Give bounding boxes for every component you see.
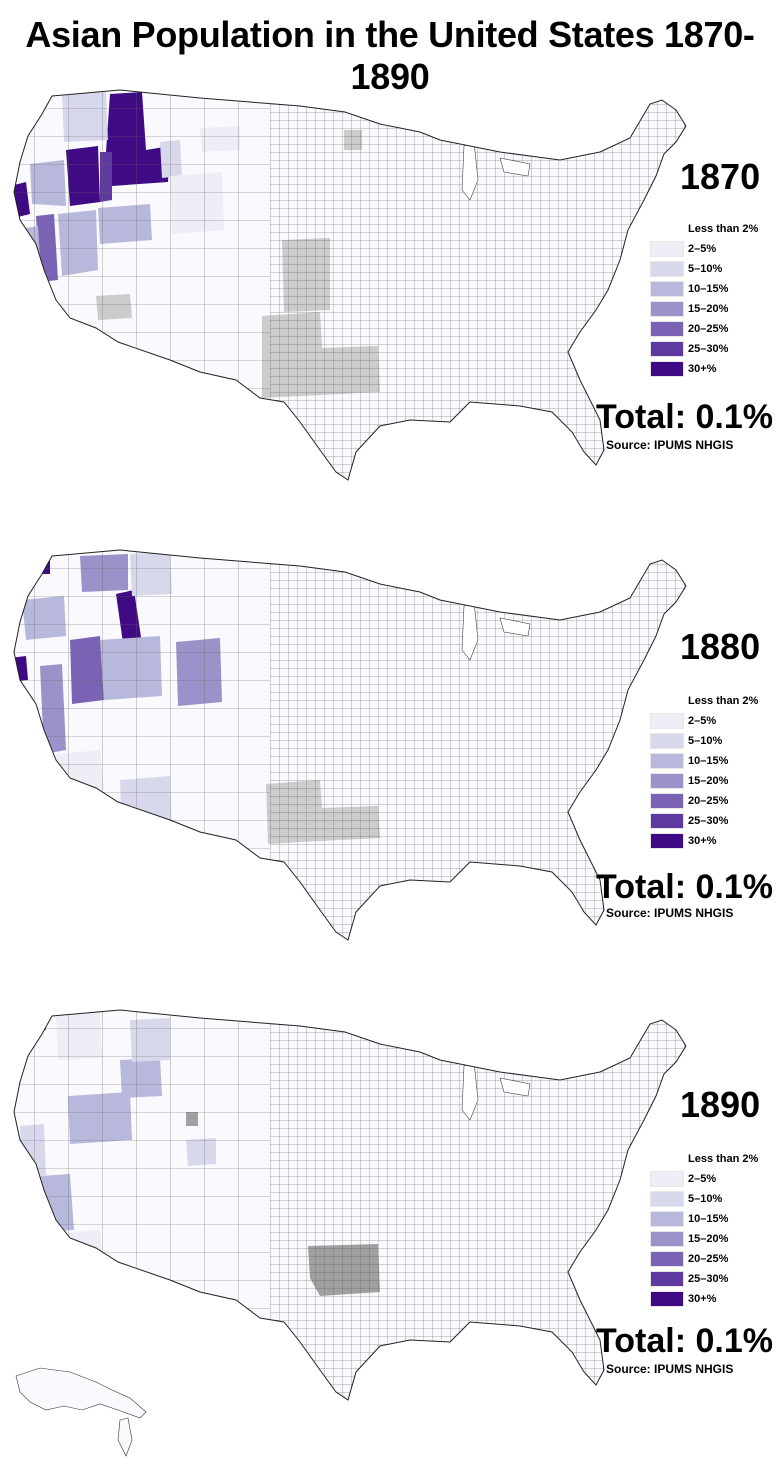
total-percentage: Total: 0.1% xyxy=(596,1322,773,1360)
legend-item: 10–15% xyxy=(650,752,775,770)
legend-label: 10–15% xyxy=(688,1213,729,1225)
map-title: Asian Population in the United States 18… xyxy=(25,14,755,97)
map-panel-1890: 1890 Less than 2% 2–5% 5–10% 10–15% 15–20% 20… xyxy=(0,1000,780,1470)
legend-item: 20–25% xyxy=(650,792,775,810)
legend-label: Less than 2% xyxy=(688,1153,759,1165)
legend-item: 2–5% xyxy=(650,712,775,730)
legend-item: 20–25% xyxy=(650,320,775,338)
us-border xyxy=(13,1009,687,1401)
total-percentage: Total: 0.1% xyxy=(596,868,773,906)
legend-item: 10–15% xyxy=(650,1210,775,1228)
legend-label: 30+% xyxy=(688,835,717,847)
legend: Less than 2% 2–5% 5–10% 10–15% 15–20% 20–25% 2… xyxy=(650,1150,775,1310)
legend-label: 25–30% xyxy=(688,1273,729,1285)
legend-label: 5–10% xyxy=(688,735,723,747)
great-lakes xyxy=(461,141,531,201)
legend-item: 5–10% xyxy=(650,732,775,750)
legend-swatch xyxy=(650,753,684,769)
legend-swatch xyxy=(650,773,684,789)
panel-year: 1890 xyxy=(680,1084,761,1125)
legend-item: 5–10% xyxy=(650,260,775,278)
legend-item: Less than 2% xyxy=(650,692,775,710)
source-credit: Source: IPUMS NHGIS xyxy=(606,906,734,920)
legend-label: Less than 2% xyxy=(688,223,759,235)
panel-year: 1880 xyxy=(680,626,761,667)
legend-label: 25–30% xyxy=(688,815,729,827)
us-border xyxy=(13,89,687,481)
legend-item: 2–5% xyxy=(650,240,775,258)
shaded-county-region xyxy=(34,1012,46,1030)
legend: Less than 2% 2–5% 5–10% 10–15% 15–20% 20–25% 2… xyxy=(650,692,775,852)
legend-label: 15–20% xyxy=(688,1233,729,1245)
legend-swatch xyxy=(650,241,684,257)
shaded-county-region xyxy=(30,748,48,792)
legend-swatch xyxy=(650,713,684,729)
legend-swatch xyxy=(650,1231,684,1247)
legend-swatch xyxy=(650,281,684,297)
legend-item: 20–25% xyxy=(650,1250,775,1268)
county-boundaries-west xyxy=(14,90,270,480)
legend-item: 30+% xyxy=(650,1290,775,1308)
legend-label: 2–5% xyxy=(688,715,717,727)
legend-item: 25–30% xyxy=(650,1270,775,1288)
legend-label: 20–25% xyxy=(688,1253,729,1265)
legend: Less than 2% 2–5% 5–10% 10–15% 15–20% 20–25% 2… xyxy=(650,220,775,380)
source-credit: Source: IPUMS NHGIS xyxy=(606,438,734,452)
total-percentage: Total: 0.1% xyxy=(596,398,773,436)
legend-item: Less than 2% xyxy=(650,220,775,238)
us-county-map-1870 xyxy=(13,89,687,481)
legend-item: 10–15% xyxy=(650,280,775,298)
legend-swatch xyxy=(650,813,684,829)
legend-swatch xyxy=(650,1291,684,1307)
us-county-map-1890 xyxy=(13,1009,687,1457)
county-boundaries-west xyxy=(14,550,270,940)
legend-label: 5–10% xyxy=(688,263,723,275)
panel-year: 1870 xyxy=(680,156,761,197)
legend-swatch xyxy=(650,793,684,809)
legend-swatch xyxy=(650,341,684,357)
legend-label: 5–10% xyxy=(688,1193,723,1205)
legend-item: 30+% xyxy=(650,360,775,378)
legend-item: Less than 2% xyxy=(650,1150,775,1168)
us-county-map-1880 xyxy=(13,549,687,941)
source-credit: Source: IPUMS NHGIS xyxy=(606,1362,734,1376)
legend-item: 15–20% xyxy=(650,300,775,318)
map-panel-1870: 1870 Less than 2% 2–5% 5–10% 10–15% 15–20% 20… xyxy=(0,80,780,550)
legend-swatch xyxy=(650,321,684,337)
alaska-inset xyxy=(15,1367,147,1457)
legend-label: 20–25% xyxy=(688,795,729,807)
legend-label: 20–25% xyxy=(688,323,729,335)
legend-swatch xyxy=(650,361,684,377)
legend-swatch xyxy=(650,261,684,277)
legend-item: 15–20% xyxy=(650,1230,775,1248)
legend-item: 2–5% xyxy=(650,1170,775,1188)
us-border xyxy=(13,549,687,941)
legend-label: 10–15% xyxy=(688,283,729,295)
legend-swatch xyxy=(650,733,684,749)
legend-label: 30+% xyxy=(688,1293,717,1305)
legend-swatch xyxy=(650,1211,684,1227)
legend-label: 10–15% xyxy=(688,755,729,767)
legend-swatch xyxy=(650,833,684,849)
legend-label: 30+% xyxy=(688,363,717,375)
legend-item: 25–30% xyxy=(650,812,775,830)
map-panel-1880: 1880 Less than 2% 2–5% 5–10% 10–15% 15–20% 20… xyxy=(0,540,780,1010)
legend-label: 15–20% xyxy=(688,303,729,315)
legend-item: 30+% xyxy=(650,832,775,850)
legend-swatch xyxy=(650,1251,684,1267)
legend-swatch xyxy=(650,1191,684,1207)
legend-item: 15–20% xyxy=(650,772,775,790)
legend-label: 25–30% xyxy=(688,343,729,355)
legend-item: 25–30% xyxy=(650,340,775,358)
legend-label: 2–5% xyxy=(688,1173,717,1185)
legend-item: 5–10% xyxy=(650,1190,775,1208)
legend-label: Less than 2% xyxy=(688,695,759,707)
legend-swatch xyxy=(650,1271,684,1287)
legend-label: 2–5% xyxy=(688,243,717,255)
legend-label: 15–20% xyxy=(688,775,729,787)
legend-swatch xyxy=(650,1171,684,1187)
legend-swatch xyxy=(650,301,684,317)
